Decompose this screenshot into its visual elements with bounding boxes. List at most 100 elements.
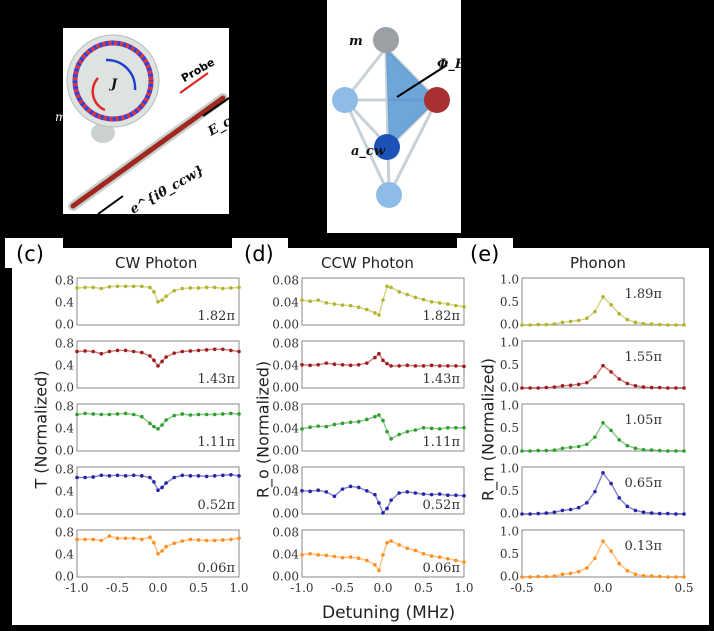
x-tick-label: 0.0 xyxy=(373,581,392,595)
data-point xyxy=(381,358,385,363)
data-point xyxy=(152,480,156,484)
x-tick-label: 0.5 xyxy=(414,581,433,595)
y-tick-label: 0.00 xyxy=(272,381,299,395)
y-tick-label: 0.8 xyxy=(55,399,74,413)
data-point xyxy=(160,485,164,490)
x-tick-label: 0.5 xyxy=(674,581,693,595)
data-point xyxy=(212,412,217,417)
data-point xyxy=(188,537,193,542)
data-point xyxy=(140,474,144,478)
data-point xyxy=(348,420,353,425)
data-point xyxy=(520,386,524,390)
data-point xyxy=(300,488,304,493)
data-point xyxy=(196,348,201,353)
data-point xyxy=(674,323,678,327)
subplot-frame xyxy=(521,466,685,515)
resonator-disk xyxy=(66,34,160,128)
subplot-frame xyxy=(301,466,465,515)
data-point xyxy=(99,412,104,417)
data-point xyxy=(172,288,176,293)
node-m xyxy=(373,27,399,53)
data-point xyxy=(528,323,532,327)
title-e: Phonon xyxy=(570,254,626,272)
data-point xyxy=(324,301,329,305)
y-tick-label: 0.5 xyxy=(500,421,519,435)
data-point xyxy=(332,362,337,367)
data-point xyxy=(348,303,353,308)
data-point xyxy=(237,349,241,354)
data-point xyxy=(308,363,312,368)
coupling-diagram: m Φ_B a_cw xyxy=(327,0,466,233)
y-tick-label: 0.08 xyxy=(272,273,299,287)
data-point xyxy=(601,471,605,475)
data-point xyxy=(156,427,160,431)
series-annotation: 0.06π xyxy=(423,561,461,576)
data-point xyxy=(649,448,654,452)
data-point xyxy=(99,538,104,543)
data-point xyxy=(609,370,613,374)
data-point xyxy=(377,351,381,356)
y-tick-label: 0.0 xyxy=(55,318,74,332)
data-point xyxy=(437,492,442,496)
data-point xyxy=(462,493,466,498)
data-point xyxy=(115,473,120,478)
data-point xyxy=(229,348,233,353)
data-point xyxy=(365,488,369,493)
series-annotation: 1.43π xyxy=(198,372,236,387)
data-point xyxy=(454,303,458,308)
data-point xyxy=(609,481,613,486)
y-tick-label: 0.0 xyxy=(55,507,74,521)
data-point xyxy=(140,350,144,355)
data-point xyxy=(148,535,152,539)
data-point xyxy=(429,299,434,304)
data-point xyxy=(212,347,217,352)
y-tick-label: 0.04 xyxy=(272,295,299,309)
data-point xyxy=(365,307,369,312)
data-point xyxy=(75,349,79,354)
series-annotation: 1.55π xyxy=(625,350,663,365)
data-point xyxy=(221,473,225,478)
x-tick-label: -0.5 xyxy=(106,581,129,595)
data-point xyxy=(140,537,144,542)
y-tick-label: 0.8 xyxy=(55,462,74,476)
data-point xyxy=(160,298,164,302)
resonator-illustration: Probe J E_cw e^{iθ_ccw} xyxy=(66,34,244,217)
data-point xyxy=(576,569,581,574)
data-point xyxy=(617,312,621,316)
data-point xyxy=(115,348,120,353)
data-point xyxy=(373,492,377,497)
data-point xyxy=(625,381,630,386)
y-tick-label: 0.04 xyxy=(272,547,299,561)
data-point xyxy=(123,411,128,416)
title-c: CW Photon xyxy=(115,254,198,272)
data-point xyxy=(196,474,201,478)
data-point xyxy=(544,448,549,453)
subplot-frame xyxy=(76,529,240,578)
subplot-frame xyxy=(521,277,685,326)
data-point xyxy=(221,412,225,416)
data-point xyxy=(377,313,381,317)
data-point xyxy=(389,437,393,441)
data-point xyxy=(180,539,185,543)
data-point xyxy=(552,574,557,578)
data-point xyxy=(421,364,426,368)
y-tick-label: 0.4 xyxy=(55,484,74,498)
data-point xyxy=(204,285,209,290)
node-right xyxy=(424,87,450,113)
data-point xyxy=(332,302,337,306)
data-point xyxy=(356,556,361,560)
data-point xyxy=(446,493,450,498)
y-tick-label: 1.0 xyxy=(500,336,519,350)
data-point xyxy=(385,540,389,545)
data-point xyxy=(381,511,385,515)
data-point xyxy=(308,551,312,556)
subplot-frame xyxy=(521,529,685,578)
data-point xyxy=(308,489,312,494)
data-point xyxy=(196,412,201,417)
data-point xyxy=(316,362,321,367)
y-tick-label: 0.8 xyxy=(55,525,74,539)
data-point xyxy=(115,536,120,541)
data-point xyxy=(204,538,209,543)
data-point xyxy=(649,574,654,578)
data-point xyxy=(536,386,540,390)
